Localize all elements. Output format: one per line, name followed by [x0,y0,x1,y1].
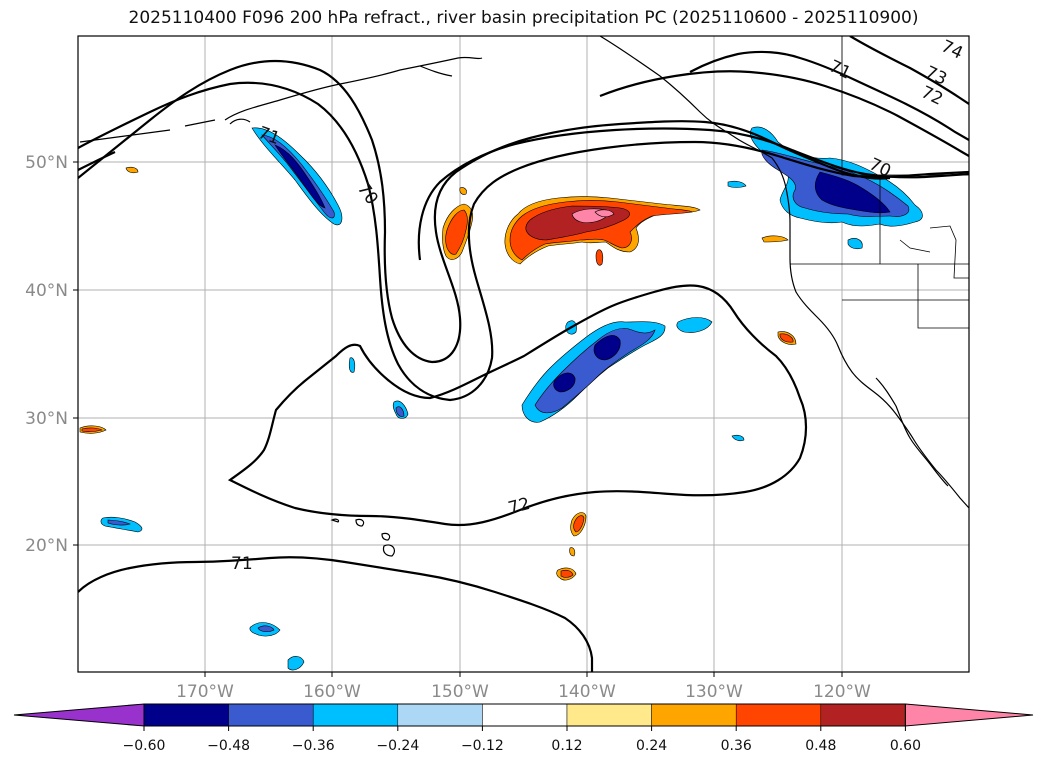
colorbar-segment [312,703,399,727]
alaska-coast [224,56,483,125]
great-lakes-region [899,225,969,279]
map-title: 2025110400 F096 200 hPa refract., river … [128,8,919,28]
contour-73 [689,50,969,141]
lat-label-50n: 50°N [25,153,68,173]
refractivity-contours [78,36,969,672]
contour-70 [78,59,891,364]
lat-label-20n: 20°N [25,536,68,556]
contour-73-b [599,70,969,157]
colorbar-label: −0.48 [207,738,250,754]
lon-label-120w: 120°W [813,682,871,702]
latitude-axis: 50°N 40°N 30°N 20°N [25,153,78,556]
colorbar-extend-min [13,703,145,727]
precip-positive-regions [79,166,797,581]
colorbar-label: 0.60 [890,738,921,754]
contour-72-upper [78,127,969,261]
colorbar-segment [735,703,822,727]
lat-label-40n: 40°N [25,281,68,301]
colorbar-segment [566,703,652,727]
lon-label-140w: 140°W [558,682,616,702]
lon-label-170w: 170°W [176,682,234,702]
contour-label-71-south: 71 [231,554,253,574]
baja-coast [875,377,949,487]
colorbar-label: −0.24 [376,738,419,754]
coastlines [79,36,969,557]
contour-71 [78,81,969,402]
contour-74 [849,36,969,105]
colorbar-extend-max [904,703,1034,727]
hawaii-islands [330,518,396,557]
canada-borders [790,36,969,329]
lon-label-160w: 160°W [303,682,361,702]
colorbar-segment [651,703,737,727]
colorbar-label: −0.60 [123,738,166,754]
colorbar-segment [143,703,229,727]
colorbar-segment [820,703,906,727]
colorbar-label: 0.48 [805,738,836,754]
colorbar-segment [397,703,483,727]
colorbar-label: 0.24 [636,738,667,754]
colorbar-label: −0.36 [292,738,335,754]
lon-label-130w: 130°W [685,682,743,702]
colorbar-segment [482,703,568,727]
colorbar-ticks [143,726,906,731]
lon-label-150w: 150°W [431,682,489,702]
lat-label-30n: 30°N [25,409,68,429]
contour-71-south [78,556,594,672]
colorbar: −0.60 −0.48 −0.36 −0.24 −0.12 0.12 0.24 … [13,703,1034,754]
map-area [78,36,969,672]
colorbar-label: 0.12 [551,738,582,754]
colorbar-segment [228,703,314,727]
map-frame [77,35,970,673]
colorbar-label: 0.36 [721,738,752,754]
longitude-axis: 170°W 160°W 150°W 140°W 130°W 120°W [176,672,871,702]
contour-72 [227,284,808,527]
colorbar-label: −0.12 [461,738,504,754]
